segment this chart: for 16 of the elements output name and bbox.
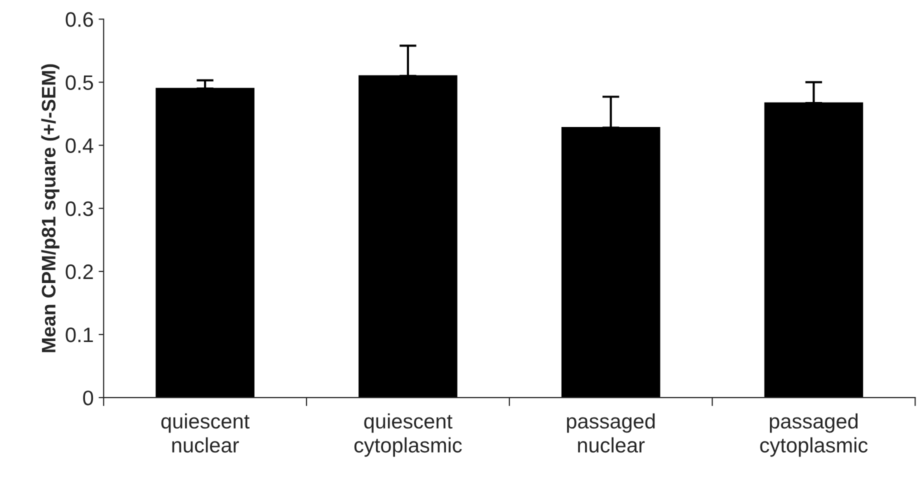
y-tick-label: 0.1 <box>66 328 93 342</box>
x-tick-label: passaged nuclear <box>567 413 655 453</box>
y-axis-title: Mean CPM/p81 square (+/-SEM) <box>41 64 60 352</box>
x-tick-label: passaged cytoplasmic <box>760 413 868 457</box>
x-tick-label: quiescent nuclear <box>161 413 250 453</box>
y-tick-label: 0.3 <box>66 201 93 216</box>
bar <box>358 75 458 398</box>
bar <box>561 126 660 398</box>
x-tick-label: quiescent cytoplasmic <box>354 413 462 457</box>
y-tick-label: 0.4 <box>66 138 94 154</box>
bar <box>156 88 254 398</box>
y-tick-label: 0.6 <box>66 12 93 27</box>
bar <box>764 102 864 398</box>
y-tick-label: 0.5 <box>66 75 94 90</box>
y-tick-label: 0.2 <box>66 264 93 280</box>
y-tick-label: 0 <box>83 390 94 406</box>
